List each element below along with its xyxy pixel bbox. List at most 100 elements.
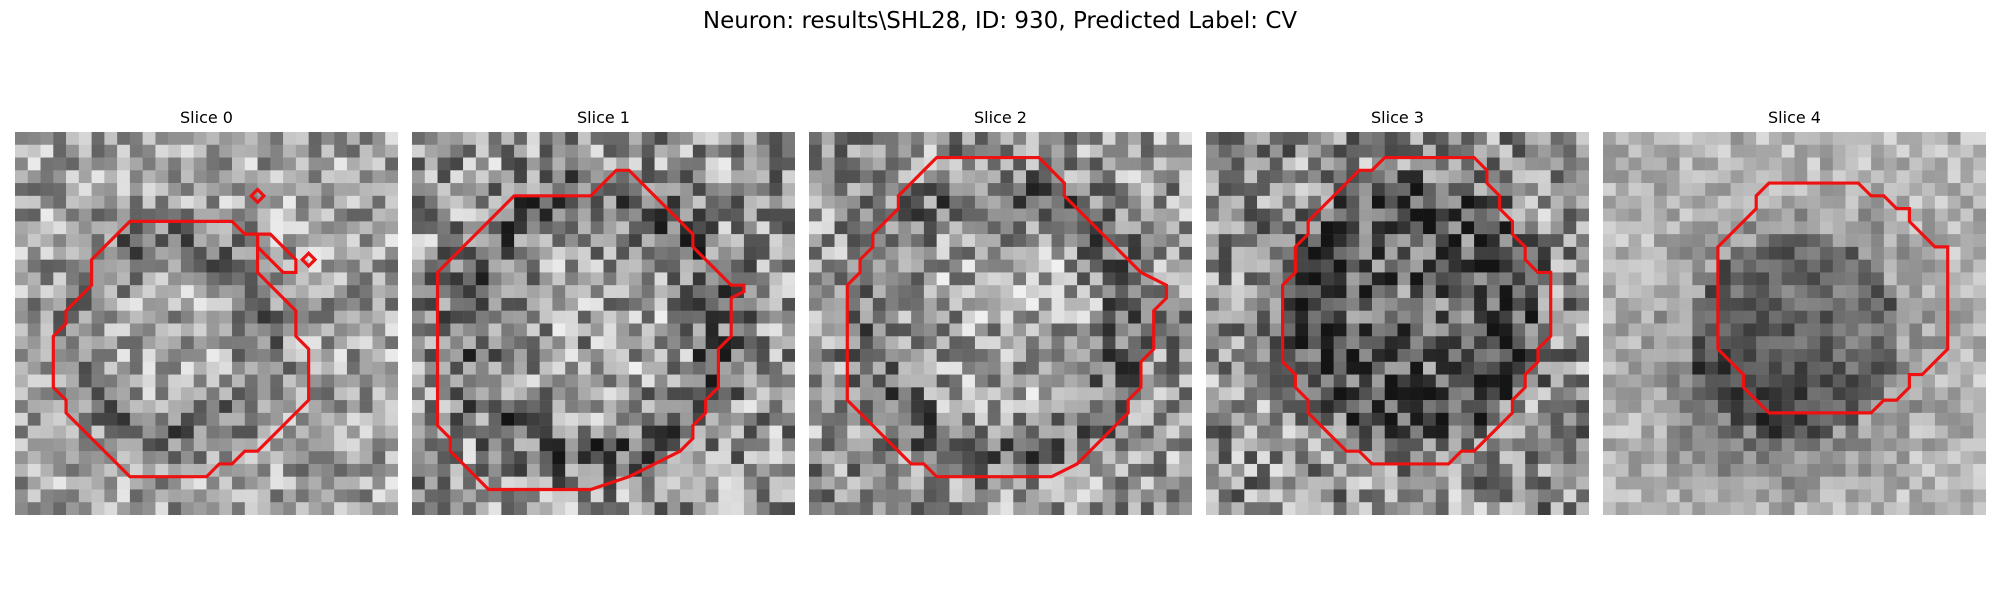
pixel <box>539 438 553 452</box>
pixel <box>1461 170 1475 184</box>
pixel <box>577 476 591 490</box>
pixel <box>526 361 540 375</box>
pixel <box>1231 310 1245 324</box>
pixel <box>1077 221 1091 235</box>
pixel <box>1512 476 1526 490</box>
pixel <box>1768 476 1782 490</box>
pixel <box>1550 170 1564 184</box>
pixel <box>1934 297 1948 311</box>
pixel <box>809 361 823 375</box>
pixel <box>629 208 643 222</box>
pixel <box>692 310 706 324</box>
pixel <box>437 132 451 146</box>
pixel <box>641 144 655 158</box>
pixel <box>1563 221 1577 235</box>
pixel <box>1308 310 1322 324</box>
pixel <box>936 246 950 260</box>
pixel <box>1320 451 1334 465</box>
pixel <box>885 170 899 184</box>
pixel <box>193 285 207 299</box>
pixel <box>756 310 770 324</box>
pixel <box>463 310 477 324</box>
pixel <box>1435 489 1449 503</box>
pixel <box>1397 489 1411 503</box>
pixel <box>1231 489 1245 503</box>
pixel <box>1064 132 1078 146</box>
pixel <box>590 259 604 273</box>
pixel <box>1794 502 1808 515</box>
pixel <box>590 489 604 503</box>
pixel <box>1359 170 1373 184</box>
pixel <box>1883 374 1897 388</box>
pixel <box>629 195 643 209</box>
pixel <box>577 463 591 477</box>
pixel <box>1820 310 1834 324</box>
pixel <box>1371 221 1385 235</box>
pixel <box>1461 157 1475 171</box>
pixel <box>1166 272 1180 286</box>
pixel <box>463 323 477 337</box>
pixel <box>1679 285 1693 299</box>
pixel <box>974 323 988 337</box>
pixel <box>1166 476 1180 490</box>
pixel <box>488 310 502 324</box>
pixel <box>1346 285 1360 299</box>
pixel <box>1781 400 1795 414</box>
pixel <box>359 463 373 477</box>
pixel <box>53 374 67 388</box>
pixel <box>756 451 770 465</box>
pixel <box>1384 208 1398 222</box>
pixel <box>872 374 886 388</box>
pixel <box>1102 246 1116 260</box>
pixel <box>860 195 874 209</box>
pixel <box>1282 208 1296 222</box>
pixel <box>860 387 874 401</box>
pixel <box>539 425 553 439</box>
pixel <box>1781 195 1795 209</box>
pixel <box>1140 157 1154 171</box>
pixel <box>987 144 1001 158</box>
pixel <box>1794 221 1808 235</box>
pixel <box>27 144 41 158</box>
pixel <box>718 476 732 490</box>
pixel <box>1359 144 1373 158</box>
pixel <box>1000 502 1014 515</box>
pixel <box>1244 221 1258 235</box>
pixel <box>769 451 783 465</box>
pixel <box>1486 463 1500 477</box>
pixel <box>641 310 655 324</box>
pixel <box>590 374 604 388</box>
pixel <box>1883 361 1897 375</box>
pixel <box>1641 438 1655 452</box>
pixel <box>1089 259 1103 273</box>
pixel <box>1064 476 1078 490</box>
pixel <box>372 387 386 401</box>
pixel <box>1102 208 1116 222</box>
pixel <box>1140 310 1154 324</box>
pixel <box>1922 208 1936 222</box>
pixel <box>104 349 118 363</box>
pixel <box>1461 438 1475 452</box>
pixel <box>1423 349 1437 363</box>
pixel <box>295 502 309 515</box>
pixel <box>1628 285 1642 299</box>
pixel <box>270 195 284 209</box>
pixel <box>475 374 489 388</box>
pixel <box>219 285 233 299</box>
pixel <box>1410 463 1424 477</box>
pixel <box>501 170 515 184</box>
pixel <box>1973 132 1986 146</box>
pixel <box>1166 400 1180 414</box>
pixel <box>1269 297 1283 311</box>
pixel <box>629 387 643 401</box>
pixel <box>821 285 835 299</box>
pixel <box>1820 195 1834 209</box>
pixel <box>1550 183 1564 197</box>
pixel <box>257 234 271 248</box>
pixel <box>244 221 258 235</box>
pixel <box>1666 170 1680 184</box>
pixel <box>1666 412 1680 426</box>
pixel <box>1333 157 1347 171</box>
pixel <box>1089 502 1103 515</box>
pixel <box>1308 387 1322 401</box>
